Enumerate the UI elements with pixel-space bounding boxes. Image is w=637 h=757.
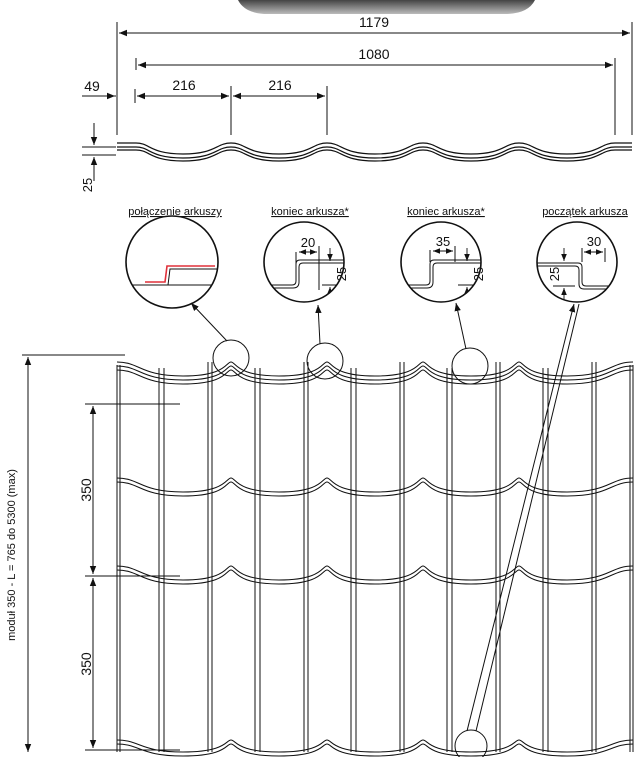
module-2-label: 216	[268, 77, 292, 93]
sheet-profile	[117, 142, 632, 162]
detail-4-width: 30	[587, 234, 601, 249]
top-dimensions	[82, 22, 633, 135]
edge-offset-label: 49	[84, 78, 100, 94]
detail-2-height: 25	[334, 267, 349, 281]
sheet-front-view	[116, 361, 634, 757]
detail-end-35-circle	[400, 221, 482, 303]
profile-height-dim	[82, 123, 116, 181]
detail-3-height: 25	[471, 267, 486, 281]
row-2-label: 350	[78, 652, 94, 676]
detail-4-height: 25	[547, 267, 562, 281]
detail-callouts	[190, 302, 580, 757]
module-1-label: 216	[172, 77, 196, 93]
detail-4-label: początek arkusza	[542, 206, 628, 218]
detail-3-width: 35	[436, 234, 450, 249]
row-1-label: 350	[78, 478, 94, 502]
detail-1-label: połączenie arkuszy	[128, 206, 222, 218]
effective-width-label: 1080	[358, 46, 389, 62]
length-dimensions	[22, 354, 180, 752]
detail-3-label: koniec arkusza*	[407, 206, 485, 218]
total-width-label: 1179	[359, 14, 389, 30]
detail-2-label: koniec arkusza*	[271, 206, 349, 218]
detail-2-width: 20	[301, 235, 315, 250]
detail-start-30-circle	[536, 221, 618, 303]
length-range-label: moduł 350 - L = 765 do 5300 (max)	[6, 469, 18, 641]
profile-height-label: 25	[80, 178, 95, 192]
detail-end-20-circle	[263, 221, 345, 303]
detail-joint-circle	[125, 215, 219, 309]
top-shadow	[238, 0, 535, 14]
